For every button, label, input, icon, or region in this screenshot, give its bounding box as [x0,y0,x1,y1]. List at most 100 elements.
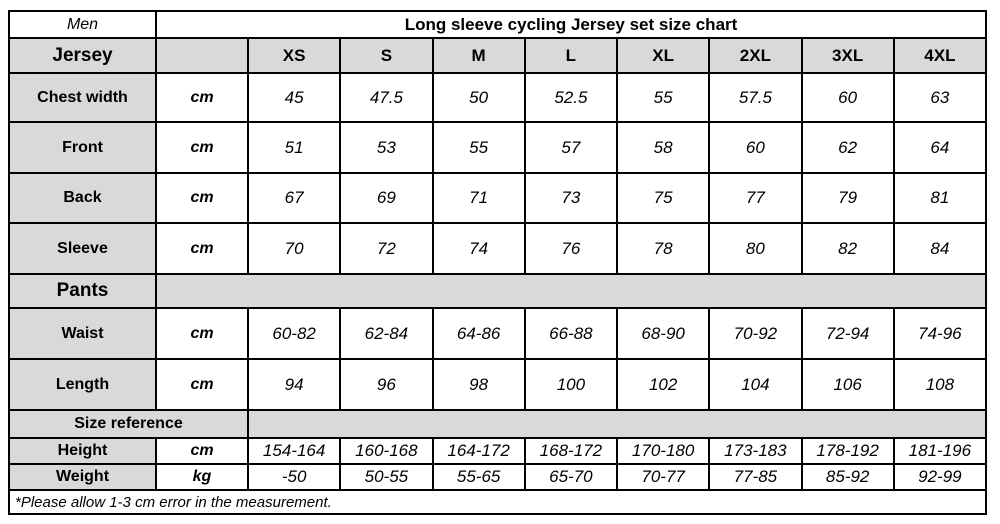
size-chart-table: Men Long sleeve cycling Jersey set size … [8,10,988,515]
value-cell: 85-92 [800,463,895,491]
chart-title-cell: Long sleeve cycling Jersey set size char… [155,10,987,39]
men-label-cell: Men [8,10,157,39]
size-reference-spacer [247,409,987,439]
row-label-sleeve: Sleeve [8,222,157,275]
empty-header-cell [155,37,249,74]
row-label-back: Back [8,172,157,224]
value-cell: 81 [892,172,988,224]
value-cell: 60-82 [246,307,342,360]
value-cell: 70 [246,222,342,275]
sleeve-row: Sleeve cm 70 72 74 76 78 80 82 84 [8,222,988,275]
value-cell: 100 [523,358,619,411]
row-label-chest-width: Chest width [8,72,157,123]
value-cell: 108 [892,358,988,411]
height-row: Height cm 154-164 160-168 164-172 168-17… [8,437,988,465]
jersey-section-label-cell: Jersey [8,37,157,74]
value-cell: 77 [708,172,803,224]
value-cell: 70-77 [615,463,711,491]
value-cell: 67 [246,172,342,224]
value-cell: 63 [892,72,988,123]
size-reference-row: Size reference [8,409,987,439]
unit-cell: cm [155,72,249,123]
back-row: Back cm 67 69 71 73 75 77 79 81 [8,172,988,224]
footnote-row: *Please allow 1-3 cm error in the measur… [8,489,987,515]
value-cell: 154-164 [246,437,342,465]
row-label-front: Front [8,121,157,174]
value-cell: 79 [800,172,895,224]
pants-section-label-cell: Pants [8,273,157,309]
unit-cell: cm [155,307,249,360]
value-cell: 55 [615,72,711,123]
footnote-cell: *Please allow 1-3 cm error in the measur… [8,489,987,515]
value-cell: 98 [431,358,526,411]
value-cell: 70-92 [708,307,803,360]
value-cell: 68-90 [615,307,711,360]
value-cell: 92-99 [892,463,988,491]
value-cell: 84 [892,222,988,275]
value-cell: 55-65 [431,463,526,491]
size-header-xs: XS [246,37,342,74]
value-cell: 60 [708,121,803,174]
size-header-m: M [431,37,526,74]
value-cell: 75 [615,172,711,224]
size-header-l: L [523,37,619,74]
value-cell: 47.5 [339,72,434,123]
value-cell: 64-86 [431,307,526,360]
size-header-row: Jersey XS S M L XL 2XL 3XL 4XL [8,37,988,74]
front-row: Front cm 51 53 55 57 58 60 62 64 [8,121,988,174]
unit-cell: cm [155,222,249,275]
value-cell: 53 [339,121,434,174]
value-cell: 50 [431,72,526,123]
pants-section-row: Pants [8,273,987,309]
pants-section-spacer [155,273,987,309]
unit-cell: cm [155,358,249,411]
value-cell: 62-84 [339,307,434,360]
value-cell: 181-196 [892,437,988,465]
unit-cell: cm [155,437,249,465]
value-cell: 80 [708,222,803,275]
value-cell: 69 [339,172,434,224]
value-cell: 55 [431,121,526,174]
value-cell: 45 [246,72,342,123]
row-label-weight: Weight [8,463,157,491]
value-cell: 73 [523,172,619,224]
unit-cell: cm [155,172,249,224]
value-cell: -50 [246,463,342,491]
value-cell: 94 [246,358,342,411]
value-cell: 74 [431,222,526,275]
value-cell: 60 [800,72,895,123]
value-cell: 71 [431,172,526,224]
title-row: Men Long sleeve cycling Jersey set size … [8,10,987,39]
value-cell: 72-94 [800,307,895,360]
value-cell: 66-88 [523,307,619,360]
value-cell: 82 [800,222,895,275]
row-label-height: Height [8,437,157,465]
size-header-4xl: 4XL [892,37,988,74]
length-row: Length cm 94 96 98 100 102 104 106 108 [8,358,988,411]
row-label-waist: Waist [8,307,157,360]
value-cell: 104 [708,358,803,411]
value-cell: 168-172 [523,437,619,465]
row-label-length: Length [8,358,157,411]
value-cell: 173-183 [708,437,803,465]
value-cell: 50-55 [339,463,434,491]
size-reference-label-cell: Size reference [8,409,249,439]
value-cell: 58 [615,121,711,174]
value-cell: 57.5 [708,72,803,123]
unit-cell: cm [155,121,249,174]
size-header-s: S [339,37,434,74]
value-cell: 62 [800,121,895,174]
size-header-3xl: 3XL [800,37,895,74]
value-cell: 52.5 [523,72,619,123]
value-cell: 106 [800,358,895,411]
value-cell: 96 [339,358,434,411]
unit-cell: kg [155,463,249,491]
value-cell: 160-168 [339,437,434,465]
value-cell: 178-192 [800,437,895,465]
waist-row: Waist cm 60-82 62-84 64-86 66-88 68-90 7… [8,307,988,360]
value-cell: 74-96 [892,307,988,360]
size-header-2xl: 2XL [708,37,803,74]
value-cell: 77-85 [708,463,803,491]
value-cell: 57 [523,121,619,174]
